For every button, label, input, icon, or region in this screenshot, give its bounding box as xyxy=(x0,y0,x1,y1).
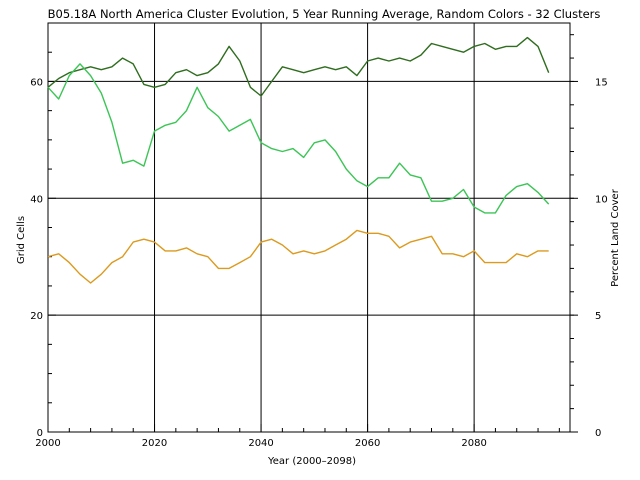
x-tick-label: 2000 xyxy=(35,438,60,449)
y-axis-right: 0 5 10 15 xyxy=(570,34,608,439)
y-right-tick-label: 15 xyxy=(595,77,608,88)
x-axis: 2000 2020 2040 2060 2080 xyxy=(35,424,560,449)
series-line-3 xyxy=(47,229,549,284)
plot-frame xyxy=(47,22,571,433)
y-axis-left: 0 20 40 60 xyxy=(30,22,56,439)
x-tick-label: 2020 xyxy=(142,438,167,449)
y-axis-right-label: Percent Land Cover xyxy=(610,188,621,287)
y-right-tick-label: 10 xyxy=(595,194,608,205)
series-layer xyxy=(47,36,550,284)
y-tick-label: 0 xyxy=(37,428,43,439)
y-axis-left-label: Grid Cells xyxy=(16,216,27,264)
gridlines xyxy=(48,23,570,432)
x-tick-label: 2060 xyxy=(355,438,380,449)
chart-title: B05.18A North America Cluster Evolution,… xyxy=(48,7,601,21)
y-right-tick-label: 0 xyxy=(595,428,601,439)
series-line-1 xyxy=(47,36,550,97)
y-tick-label: 60 xyxy=(30,77,43,88)
y-right-tick-label: 5 xyxy=(595,311,601,322)
y-tick-label: 40 xyxy=(30,194,43,205)
y-tick-label: 20 xyxy=(30,311,43,322)
x-tick-label: 2080 xyxy=(461,438,486,449)
series-line-2 xyxy=(47,63,550,214)
x-axis-label: Year (2000–2098) xyxy=(267,456,356,467)
x-tick-label: 2040 xyxy=(248,438,273,449)
